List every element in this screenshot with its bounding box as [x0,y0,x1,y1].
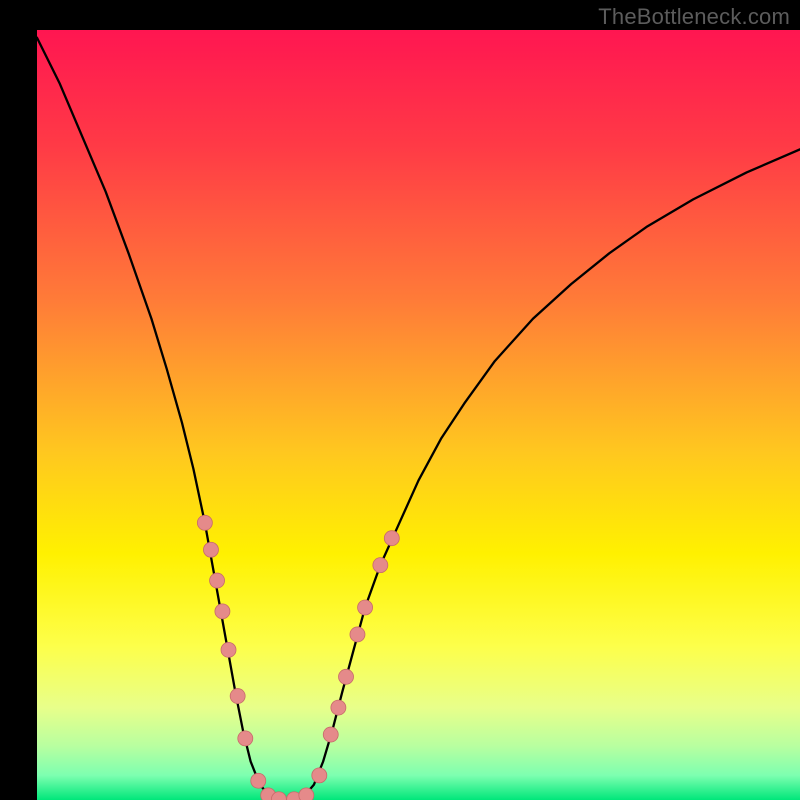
data-marker [221,642,236,657]
bottleneck-chart [0,0,800,800]
data-marker [323,727,338,742]
data-marker [251,773,266,788]
data-marker [238,731,253,746]
data-marker [331,700,346,715]
data-marker [203,542,218,557]
data-marker [384,531,399,546]
watermark-text: TheBottleneck.com [598,4,790,30]
data-marker [312,768,327,783]
data-marker [210,573,225,588]
data-marker [339,669,354,684]
data-marker [197,515,212,530]
data-marker [299,788,314,800]
data-marker [358,600,373,615]
data-marker [373,558,388,573]
plot-background [37,30,800,800]
data-marker [215,604,230,619]
data-marker [230,689,245,704]
data-marker [350,627,365,642]
